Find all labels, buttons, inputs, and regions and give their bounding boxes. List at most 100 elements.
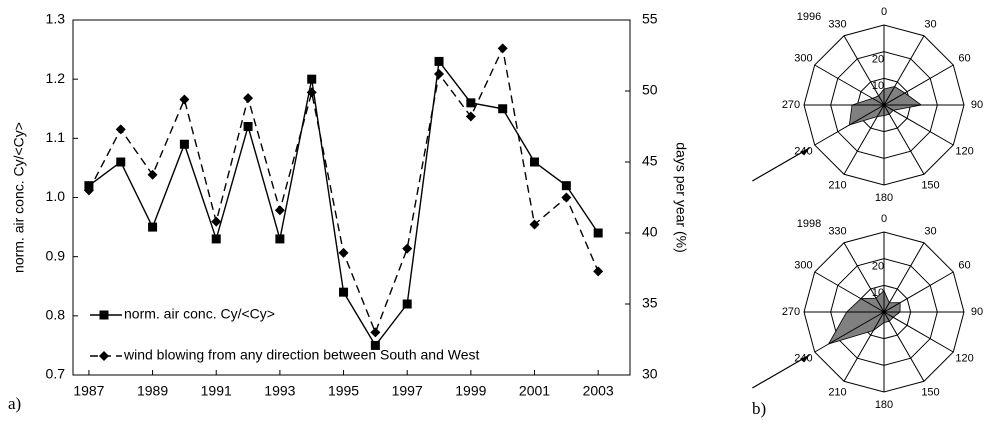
plot-frame — [72, 19, 631, 376]
marker — [211, 234, 221, 244]
radar-spoke — [883, 242, 925, 313]
marker — [497, 43, 508, 54]
y2-tick-label: 40 — [642, 224, 658, 240]
marker — [593, 228, 603, 238]
marker — [339, 287, 349, 297]
radar-category-label: 150 — [921, 386, 939, 398]
wind-arrow-head — [799, 354, 810, 363]
marker — [179, 94, 190, 105]
radar-category-label: 300 — [794, 259, 812, 271]
marker — [402, 243, 413, 254]
radar-spoke — [883, 311, 954, 353]
y2-tick-label: 55 — [642, 11, 658, 27]
y-tick-label: 1.0 — [46, 188, 66, 204]
y2-axis-label: days per year (%) — [673, 142, 689, 252]
y2-tick-label: 45 — [642, 153, 658, 169]
y2-tick-label: 50 — [642, 82, 658, 98]
y2-tick-label: 35 — [642, 295, 658, 311]
legend-label: wind blowing from any direction between … — [123, 347, 479, 363]
radar-spoke — [814, 104, 885, 146]
marker — [434, 56, 444, 66]
marker — [147, 169, 158, 180]
radar-spoke — [843, 242, 885, 313]
marker — [338, 247, 349, 258]
radar-category-label: 120 — [955, 145, 973, 157]
x-tick-label: 1995 — [328, 383, 359, 399]
radar-category-label: 210 — [828, 386, 846, 398]
marker — [83, 185, 94, 196]
radar-title: 1998 — [797, 218, 821, 230]
radar-category-label: 90 — [971, 306, 983, 318]
radar-category-label: 60 — [958, 52, 970, 64]
radar-spoke — [883, 35, 925, 106]
x-tick-label: 1999 — [455, 383, 486, 399]
radar-category-label: 0 — [881, 6, 887, 18]
wind-arrow — [752, 354, 810, 389]
marker — [116, 157, 126, 167]
series-line — [88, 59, 599, 347]
marker — [561, 192, 572, 203]
radar-category-label: 270 — [782, 99, 800, 111]
radar-spoke — [883, 104, 925, 175]
marker — [274, 205, 285, 216]
x-tick-label: 1991 — [201, 383, 232, 399]
x-tick-label: 1997 — [392, 383, 423, 399]
marker — [561, 181, 571, 191]
marker — [243, 122, 253, 131]
legend-marker — [99, 310, 109, 320]
y-tick-label: 1.1 — [46, 129, 66, 145]
y-axis-label: norm. air conc. Cy/<Cy> — [11, 122, 27, 273]
radar-area — [827, 289, 901, 345]
x-tick-label: 1993 — [264, 383, 295, 399]
legend-marker — [99, 351, 109, 361]
marker — [275, 234, 285, 244]
marker — [465, 111, 476, 122]
panel-label: b) — [752, 399, 766, 418]
marker — [402, 299, 412, 309]
marker — [593, 266, 604, 277]
wind-arrow-head — [799, 147, 810, 156]
radar-category-label: 30 — [924, 225, 936, 237]
y-tick-label: 0.7 — [46, 366, 66, 382]
radar-spoke — [843, 104, 885, 175]
x-tick-label: 1987 — [73, 383, 104, 399]
radar-spoke — [814, 64, 885, 106]
marker — [211, 216, 222, 227]
radar-category-label: 330 — [828, 225, 846, 237]
radar-spoke — [883, 64, 954, 106]
x-tick-label: 1989 — [137, 383, 168, 399]
marker — [148, 222, 158, 232]
radar-category-label: 270 — [782, 306, 800, 318]
radar-category-label: 150 — [921, 179, 939, 191]
radar-category-label: 30 — [924, 18, 936, 30]
marker — [370, 327, 381, 338]
marker — [530, 157, 540, 167]
marker — [243, 93, 254, 104]
y2-tick-label: 30 — [642, 366, 658, 382]
radar-spoke — [843, 311, 885, 382]
radar-category-label: 330 — [828, 18, 846, 30]
y-tick-label: 0.8 — [46, 307, 66, 323]
marker — [498, 104, 508, 114]
radar-spoke — [843, 35, 885, 106]
radar-category-label: 180 — [875, 399, 893, 411]
radar-spoke — [814, 311, 885, 353]
marker — [370, 340, 380, 350]
y-tick-label: 1.2 — [46, 70, 66, 86]
radar-category-label: 180 — [875, 192, 893, 204]
legend-label: norm. air conc. Cy/<Cy> — [124, 306, 275, 322]
radar-title: 1996 — [797, 11, 821, 23]
radar-category-label: 300 — [794, 52, 812, 64]
marker — [115, 124, 126, 135]
marker — [307, 74, 317, 84]
marker — [466, 98, 476, 108]
x-tick-label: 2001 — [519, 383, 550, 399]
radar-category-label: 120 — [955, 352, 973, 364]
marker — [306, 87, 317, 98]
x-tick-label: 2003 — [583, 383, 614, 399]
radar-tick-label: 20 — [872, 261, 884, 273]
radar-spoke — [883, 311, 925, 382]
radar-tick-label: 20 — [872, 54, 884, 66]
marker — [434, 68, 445, 79]
